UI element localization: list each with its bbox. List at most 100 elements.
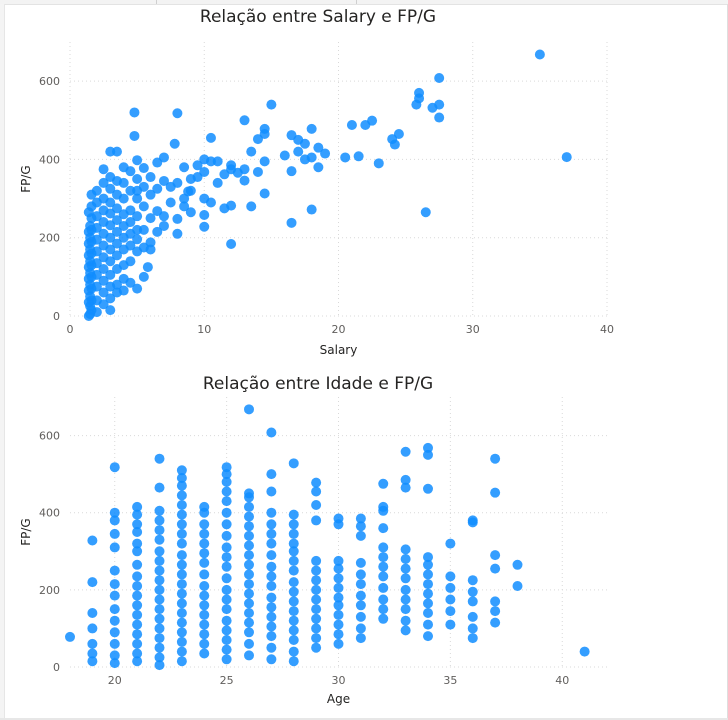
x-axis-title: Age — [327, 692, 350, 706]
data-point — [293, 146, 304, 157]
data-point — [176, 579, 187, 590]
chart-title: Relação entre Idade e FP/G — [203, 374, 433, 394]
data-point — [221, 594, 232, 605]
data-point — [333, 573, 344, 584]
data-point — [154, 482, 165, 493]
data-point — [333, 600, 344, 611]
y-tick-label: 0 — [53, 661, 60, 674]
data-point — [199, 581, 210, 591]
data-point — [158, 175, 169, 186]
data-point — [311, 594, 322, 605]
data-point — [400, 446, 411, 457]
top-tab[interactable] — [0, 0, 157, 4]
data-point — [266, 621, 277, 632]
data-point — [400, 573, 411, 584]
data-point — [179, 193, 190, 204]
data-point — [152, 226, 163, 237]
data-point — [490, 550, 501, 561]
data-point — [199, 519, 210, 530]
data-point — [98, 228, 109, 239]
bottom-pane-edge — [0, 718, 728, 720]
data-point — [467, 623, 478, 634]
data-point — [176, 550, 187, 561]
data-point — [423, 598, 433, 609]
data-point — [400, 563, 411, 574]
data-point — [423, 569, 433, 580]
data-point — [154, 604, 165, 615]
data-point — [221, 573, 232, 584]
data-point — [172, 108, 183, 119]
data-point — [83, 226, 94, 237]
data-point — [118, 220, 129, 231]
data-point — [132, 571, 143, 582]
data-point — [179, 162, 190, 173]
data-point — [221, 519, 232, 530]
data-point — [239, 115, 250, 126]
data-point — [176, 559, 187, 570]
data-point — [109, 542, 120, 553]
data-point — [132, 538, 143, 549]
data-point — [219, 203, 230, 214]
data-point — [239, 175, 250, 186]
data-point — [185, 207, 196, 218]
data-point — [333, 609, 344, 620]
data-point — [98, 164, 109, 175]
data-point — [266, 631, 277, 642]
data-point — [109, 462, 120, 473]
data-point — [138, 201, 149, 212]
data-point — [154, 594, 165, 605]
data-point — [87, 638, 98, 649]
data-point — [288, 528, 299, 539]
data-point — [445, 619, 456, 630]
data-point — [199, 609, 210, 620]
data-point — [423, 579, 433, 590]
data-point — [355, 590, 366, 601]
data-point — [311, 477, 322, 488]
data-point — [400, 544, 411, 555]
data-point — [118, 232, 129, 243]
data-point — [467, 611, 478, 622]
data-point — [109, 658, 120, 669]
data-point — [512, 581, 523, 591]
chart-title: Relação entre Salary e FP/G — [200, 7, 436, 27]
top-tab[interactable] — [156, 0, 357, 4]
data-point — [378, 542, 389, 553]
data-point — [311, 642, 322, 653]
data-point — [288, 577, 299, 588]
data-point — [378, 478, 389, 489]
data-point — [118, 209, 129, 220]
data-point — [138, 163, 149, 174]
data-point — [288, 635, 299, 645]
data-point — [87, 656, 98, 667]
data-point — [199, 193, 210, 204]
data-point — [320, 148, 331, 159]
data-point — [311, 515, 322, 526]
data-point — [132, 509, 143, 520]
data-point — [373, 158, 384, 169]
data-point — [142, 262, 153, 273]
data-point — [378, 552, 389, 563]
data-point — [152, 206, 163, 217]
data-point — [212, 177, 223, 188]
data-point — [244, 559, 254, 570]
data-point — [286, 166, 297, 177]
data-point — [445, 594, 456, 605]
data-point — [378, 505, 389, 516]
data-point — [132, 234, 143, 245]
data-point — [185, 174, 196, 184]
data-point — [244, 588, 254, 599]
data-point — [244, 501, 254, 512]
data-point — [105, 172, 116, 183]
data-point — [132, 648, 143, 659]
data-point — [118, 244, 129, 255]
data-point — [221, 654, 232, 665]
data-point — [199, 507, 210, 518]
age-fpg-scatter-chart[interactable]: 0 200 400 600 20 25 30 35 40 Relação entre Idade … — [0, 365, 728, 720]
data-point — [266, 611, 277, 622]
data-point — [129, 130, 140, 141]
data-point — [226, 238, 237, 249]
salary-fpg-scatter-chart[interactable]: 0 200 400 600 0 10 20 30 40 Relação entre Salary … — [0, 0, 728, 365]
data-point — [221, 552, 232, 563]
data-point — [311, 486, 322, 497]
data-point — [467, 596, 478, 607]
